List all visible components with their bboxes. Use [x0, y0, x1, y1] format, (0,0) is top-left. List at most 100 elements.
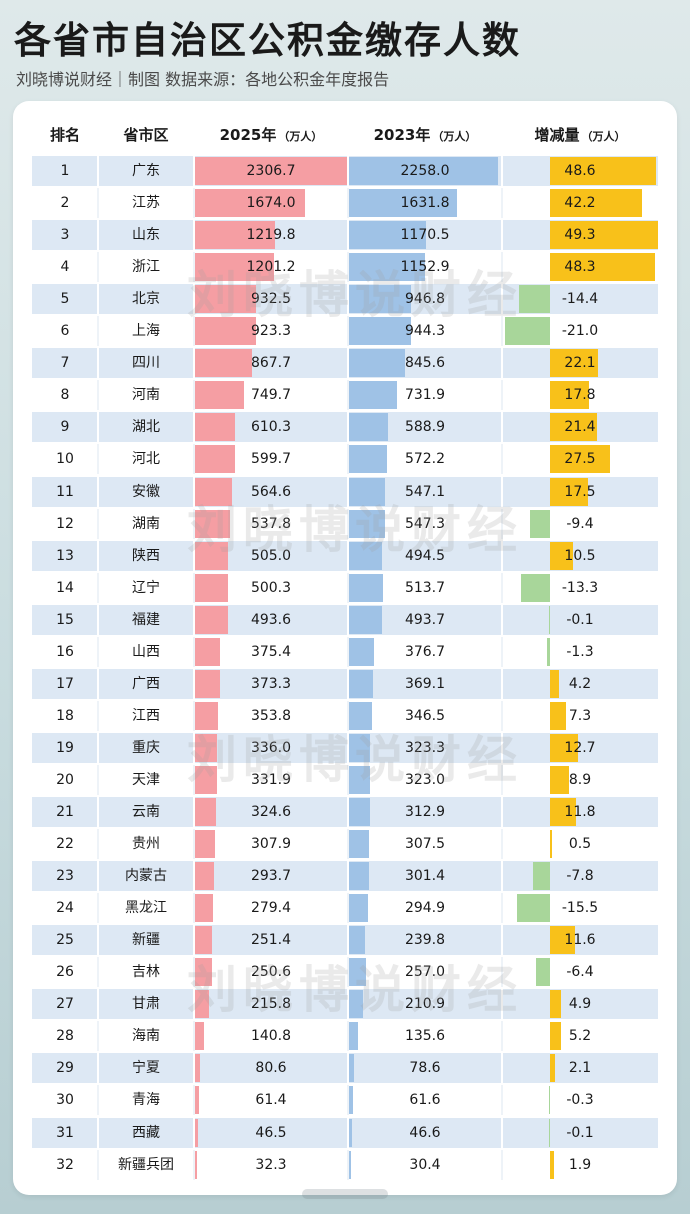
row-divider [347, 509, 349, 539]
bar-change-increase [550, 381, 589, 409]
row-divider [193, 669, 195, 699]
cell-rank: 22 [56, 836, 74, 852]
row-divider [97, 220, 99, 250]
header-2025: 2025年 （万人） [219, 126, 323, 144]
row-divider [501, 861, 503, 891]
cell-2025: 307.9 [250, 836, 292, 852]
bar-2023 [349, 702, 372, 730]
bar-2025 [195, 1086, 199, 1114]
row-divider [193, 284, 195, 314]
cell-2025: 293.7 [250, 868, 292, 884]
row-divider [97, 701, 99, 731]
cell-province: 北京 [132, 291, 160, 307]
bar-2023 [349, 606, 382, 634]
bar-2025 [195, 510, 231, 538]
row-divider [97, 188, 99, 218]
table-row [32, 861, 658, 891]
cell-2023: 588.9 [404, 419, 446, 435]
cell-change: -0.1 [566, 1125, 594, 1141]
cell-2025: 564.6 [250, 484, 292, 500]
row-divider [193, 380, 195, 410]
cell-2023: 494.5 [404, 548, 446, 564]
cell-change: -6.4 [566, 964, 594, 980]
table-row [32, 284, 658, 314]
row-divider [193, 412, 195, 442]
cell-2023: 294.9 [404, 900, 446, 916]
cell-2025: 1201.2 [246, 259, 296, 275]
cell-2023: 845.6 [404, 355, 446, 371]
bar-2025 [195, 638, 220, 666]
cell-2025: 61.4 [255, 1092, 287, 1108]
row-divider [501, 637, 503, 667]
cell-2023: 731.9 [404, 387, 446, 403]
cell-change: 4.9 [568, 996, 592, 1012]
row-divider [501, 989, 503, 1019]
bar-change-decrease [548, 606, 550, 634]
row-divider [97, 1085, 99, 1115]
cell-rank: 9 [60, 419, 70, 435]
bar-change-increase [550, 734, 578, 762]
bar-2025 [195, 894, 214, 922]
row-divider [193, 733, 195, 763]
bar-change-increase [550, 413, 597, 441]
bar-2023 [349, 1086, 354, 1114]
bar-change-decrease [533, 862, 550, 890]
cell-rank: 19 [56, 740, 74, 756]
cell-rank: 27 [56, 996, 74, 1012]
cell-province: 广西 [132, 676, 160, 692]
bar-2023 [349, 958, 366, 986]
bar-change-decrease [529, 510, 550, 538]
row-divider [347, 444, 349, 474]
table-row [32, 957, 658, 987]
cell-2025: 336.0 [250, 740, 292, 756]
row-divider [97, 1021, 99, 1051]
cell-rank: 23 [56, 868, 74, 884]
row-divider [193, 188, 195, 218]
row-divider [347, 829, 349, 859]
cell-2025: 32.3 [255, 1157, 287, 1173]
cell-rank: 32 [56, 1157, 74, 1173]
row-divider [193, 509, 195, 539]
cell-2023: 369.1 [404, 676, 446, 692]
header-province: 省市区 [123, 126, 169, 144]
table-row [32, 509, 658, 539]
row-divider [347, 220, 349, 250]
cell-change: 27.5 [564, 451, 596, 467]
bar-2025 [195, 157, 347, 185]
bar-change-decrease [521, 574, 550, 602]
row-divider [501, 156, 503, 186]
cell-2025: 375.4 [250, 644, 292, 660]
cell-rank: 15 [56, 612, 74, 628]
row-divider [501, 509, 503, 539]
cell-change: 10.5 [564, 548, 596, 564]
cell-rank: 25 [56, 932, 74, 948]
cell-province: 新疆兵团 [118, 1157, 174, 1173]
row-divider [347, 380, 349, 410]
cell-change: 48.3 [564, 259, 596, 275]
bar-2025 [195, 1022, 205, 1050]
cell-2025: 46.5 [255, 1125, 287, 1141]
row-divider [193, 477, 195, 507]
table-row [32, 701, 658, 731]
row-divider [501, 1053, 503, 1083]
cell-province: 陕西 [132, 548, 160, 564]
bar-change-increase [550, 830, 552, 858]
bar-change-increase [550, 445, 610, 473]
bar-2023 [349, 638, 374, 666]
row-divider [347, 637, 349, 667]
cell-change: 49.3 [564, 227, 596, 243]
row-divider [97, 1118, 99, 1148]
row-divider [347, 252, 349, 282]
row-divider [501, 1150, 503, 1180]
cell-2025: 500.3 [250, 580, 292, 596]
cell-province: 广东 [132, 163, 160, 179]
row-divider [347, 733, 349, 763]
row-divider [97, 637, 99, 667]
row-divider [347, 669, 349, 699]
row-divider [501, 733, 503, 763]
row-divider [347, 573, 349, 603]
cell-rank: 5 [60, 291, 70, 307]
row-divider [501, 412, 503, 442]
cell-2025: 279.4 [250, 900, 292, 916]
row-divider [501, 701, 503, 731]
